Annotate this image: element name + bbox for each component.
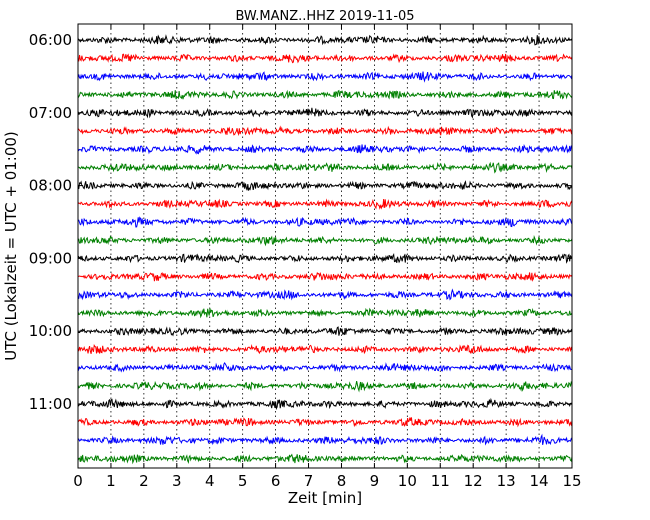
x-tick-label: 8 (337, 472, 347, 490)
x-tick-label: 14 (530, 472, 549, 490)
trace-0945 (77, 307, 573, 319)
x-tick-label: 0 (73, 472, 83, 490)
trace-0745 (77, 161, 573, 174)
y-tick-label: 06:00 (29, 31, 72, 49)
trace-0830 (77, 216, 573, 228)
trace-1015 (77, 343, 573, 355)
y-tick-label: 07:00 (29, 104, 72, 122)
trace-0900 (77, 253, 573, 264)
x-tick-label: 11 (431, 472, 450, 490)
trace-0630 (77, 71, 573, 83)
chart-title: BW.MANZ..HHZ 2019-11-05 (235, 9, 414, 24)
y-axis-label: UTC (Lokalzeit = UTC + 01:00) (2, 131, 20, 361)
trace-0715 (77, 125, 573, 137)
trace-1030 (77, 362, 573, 373)
trace-1130 (77, 433, 573, 446)
trace-0645 (77, 89, 573, 100)
x-tick-label: 15 (562, 472, 581, 490)
x-tick-label: 6 (271, 472, 281, 490)
x-axis-ticks: 0 1 2 3 4 5 6 7 8 9 10 11 12 13 14 15 (73, 24, 582, 490)
y-axis-ticks: 06:00 07:00 08:00 09:00 10:00 11:00 (29, 31, 572, 413)
trace-0845 (77, 234, 573, 247)
x-tick-label: 2 (139, 472, 149, 490)
x-tick-label: 1 (106, 472, 116, 490)
trace-0700 (77, 107, 573, 119)
x-gridlines (110, 24, 540, 468)
x-tick-label: 4 (205, 472, 215, 490)
trace-1100 (77, 397, 573, 411)
trace-0615 (77, 53, 573, 64)
trace-0800 (77, 180, 573, 191)
x-tick-label: 5 (238, 472, 248, 490)
x-axis-label: Zeit [min] (288, 489, 362, 507)
x-tick-label: 9 (370, 472, 380, 490)
x-tick-label: 3 (172, 472, 182, 490)
trace-1145 (77, 453, 573, 465)
y-tick-label: 10:00 (29, 322, 72, 340)
plot-frame (77, 23, 573, 469)
x-tick-label: 12 (464, 472, 483, 490)
trace-1115 (77, 417, 573, 428)
y-tick-label: 11:00 (29, 395, 72, 413)
trace-0600 (77, 34, 573, 46)
trace-1000 (77, 326, 573, 337)
trace-1045 (77, 380, 573, 393)
y-tick-label: 09:00 (29, 249, 72, 267)
trace-0915 (77, 271, 573, 282)
x-tick-label: 10 (398, 472, 417, 490)
trace-0815 (77, 198, 573, 210)
seismic-traces (77, 34, 573, 465)
y-tick-label: 08:00 (29, 177, 72, 195)
x-tick-label: 13 (497, 472, 516, 490)
x-tick-label: 7 (304, 472, 314, 490)
trace-0930 (77, 288, 573, 301)
trace-0730 (77, 144, 573, 155)
